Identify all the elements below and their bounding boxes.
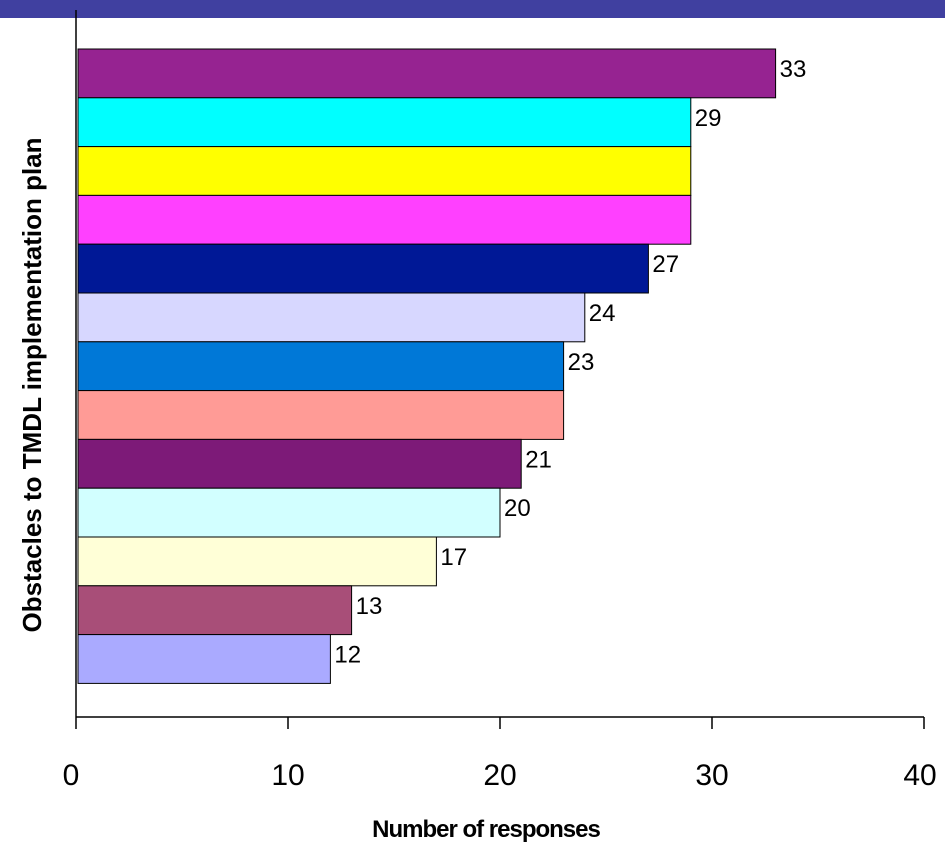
bar-8 [77,390,565,440]
bar-11 [77,536,437,587]
x-axis-title: Number of responses [372,816,600,843]
bar-1 [77,48,777,99]
bar-4 [77,194,692,245]
bar-2 [77,97,692,148]
data-label-5: 27 [652,251,679,278]
data-labels: 33 29 27 24 23 21 20 17 13 12 [334,56,806,669]
bar-3 [77,146,692,196]
data-label-9: 21 [525,446,552,473]
data-label-10: 20 [504,495,531,522]
bars [77,48,777,684]
bar-10 [77,487,501,538]
x-axis-ticks: 0 10 20 30 40 [63,717,937,792]
x-tick-label-20: 20 [483,759,516,792]
bar-7 [77,341,565,392]
x-tick-label-10: 10 [271,759,304,792]
bar-6 [77,292,586,343]
data-label-7: 23 [568,349,595,376]
bar-9 [77,438,522,489]
bar-5 [77,243,649,294]
data-label-2: 29 [695,105,722,132]
x-tick-label-0: 0 [63,759,80,792]
bar-12 [77,585,353,636]
top-banner [0,0,945,18]
data-label-6: 24 [589,300,616,327]
data-label-1: 33 [780,56,807,83]
y-axis-title: Obstacles to TMDL implementation plan [17,137,47,632]
x-tick-label-40: 40 [903,759,936,792]
data-label-12: 13 [356,593,383,620]
bar-13 [77,634,331,684]
data-label-13: 12 [334,642,361,669]
data-label-11: 17 [440,544,467,571]
x-tick-label-30: 30 [695,759,728,792]
